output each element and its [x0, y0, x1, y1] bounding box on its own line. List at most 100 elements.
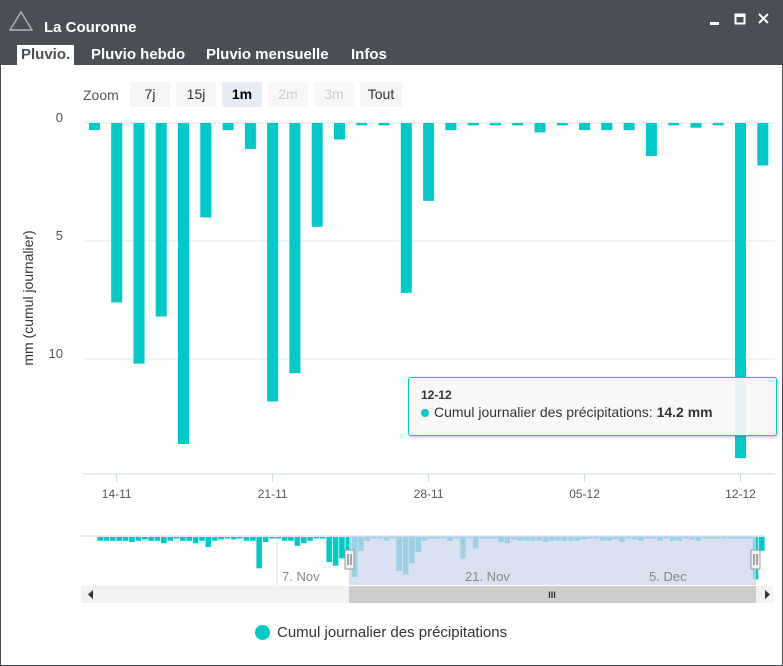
bar[interactable] [623, 123, 635, 131]
bar[interactable] [534, 123, 546, 133]
navigator-bar [97, 537, 103, 541]
title-bar: La Couronne Pluvio. Pluvio hebdo Pluvio … [1, 1, 782, 65]
bar[interactable] [178, 123, 189, 444]
bar[interactable] [645, 123, 657, 156]
tab-pluvio-hebdo[interactable]: Pluvio hebdo [91, 46, 186, 63]
navigator-bar [218, 537, 224, 540]
navigator-bar [141, 537, 148, 540]
bar[interactable] [601, 123, 613, 131]
bar[interactable] [289, 123, 301, 374]
y-tick-label: 5 [56, 228, 63, 243]
zoom-3m-button: 3m [314, 82, 354, 107]
navigator-bar [110, 537, 116, 541]
bar[interactable] [133, 123, 145, 364]
triangle-logo-icon [9, 11, 33, 31]
navigator-bar [154, 537, 161, 541]
navigator-bar [237, 537, 243, 539]
scrollbar-grip-icon: III [548, 590, 556, 600]
navigator-left-handle[interactable] [344, 549, 355, 570]
navigator-bar [161, 537, 167, 544]
bar[interactable] [512, 123, 524, 126]
navigator-bar [180, 537, 186, 541]
bar[interactable] [244, 123, 256, 149]
navigator-label-5-dec: 5. Dec [649, 569, 687, 584]
scroll-left-arrow-icon[interactable] [88, 590, 93, 599]
navigator-bar [211, 537, 218, 541]
navigator-bar [326, 537, 332, 562]
bar[interactable] [88, 123, 100, 131]
navigator-bar [275, 537, 282, 539]
x-tick-label: 12-12 [725, 487, 756, 501]
navigator-bar [307, 537, 313, 541]
navigator-bar [116, 537, 123, 541]
navigator-label-7-nov: 7. Nov [282, 569, 320, 584]
bar[interactable] [200, 123, 212, 218]
navigator-label-21-nov: 21. Nov [465, 569, 510, 584]
navigator-bar [103, 537, 110, 541]
bar[interactable] [467, 123, 479, 126]
legend-label: Cumul journalier des précipitations [277, 624, 508, 641]
navigator-bar [759, 537, 765, 551]
legend-series-dot [255, 625, 270, 640]
navigator-bar [281, 537, 288, 541]
bar[interactable] [690, 123, 702, 128]
navigator-bar [231, 537, 237, 540]
navigator-bar [129, 537, 135, 542]
navigator-bar [269, 537, 275, 539]
navigator-bar [224, 537, 231, 539]
tab-pluvio-mensuelle[interactable]: Pluvio mensuelle [206, 46, 329, 63]
navigator-bar [250, 537, 256, 541]
navigator-bar [186, 537, 192, 541]
minimize-icon[interactable] [705, 9, 725, 29]
zoom-1m-button[interactable]: 1m [222, 82, 262, 107]
bar[interactable] [334, 123, 345, 140]
bar[interactable] [111, 123, 123, 303]
close-icon[interactable] [754, 9, 774, 29]
bar[interactable] [668, 123, 680, 126]
navigator-bar [294, 537, 301, 546]
scrollbar-thumb[interactable] [349, 586, 756, 603]
bar[interactable] [267, 123, 279, 402]
scroll-right-arrow-icon[interactable] [765, 590, 770, 599]
zoom-tout-button[interactable]: Tout [360, 82, 402, 107]
bar[interactable] [356, 123, 368, 126]
bar[interactable] [445, 123, 457, 131]
bar[interactable] [155, 123, 167, 317]
tooltip-series-name: Cumul journalier des précipitations: [434, 404, 657, 420]
tooltip-date: 12-12 [421, 388, 452, 402]
bar[interactable] [556, 123, 568, 126]
navigator-bar [243, 537, 250, 541]
tab-pluvio[interactable]: Pluvio. [17, 45, 75, 65]
tab-infos[interactable]: Infos [351, 46, 387, 63]
bar[interactable] [222, 123, 234, 131]
x-tick-label: 21-11 [258, 487, 288, 501]
bar[interactable] [311, 123, 323, 227]
navigator-bar [256, 537, 262, 569]
bar[interactable] [735, 123, 746, 459]
navigator-right-handle[interactable] [750, 549, 761, 570]
navigator-bar [301, 537, 307, 544]
x-tick-label: 05-12 [569, 487, 600, 501]
bar[interactable] [757, 123, 769, 166]
navigator-bar [173, 537, 180, 539]
bar[interactable] [400, 123, 412, 293]
bar[interactable] [378, 123, 390, 126]
bar[interactable] [489, 123, 501, 126]
bar[interactable] [423, 123, 435, 201]
navigator-bar [205, 537, 212, 547]
window-title: La Couronne [44, 19, 137, 36]
maximize-icon[interactable] [730, 9, 750, 29]
bar[interactable] [712, 123, 724, 126]
y-axis-label: mm (cumul journalier) [20, 230, 36, 365]
bar[interactable] [579, 123, 591, 131]
zoom-label: Zoom [83, 87, 119, 103]
zoom-15j-button[interactable]: 15j [176, 82, 216, 107]
navigator-selected-range[interactable] [349, 536, 756, 585]
zoom-7j-button[interactable]: 7j [130, 82, 170, 107]
navigator-bar [288, 537, 294, 541]
x-tick-label: 28-11 [414, 487, 444, 501]
y-tick-label: 10 [49, 346, 63, 361]
tooltip-series-dot [421, 409, 429, 417]
